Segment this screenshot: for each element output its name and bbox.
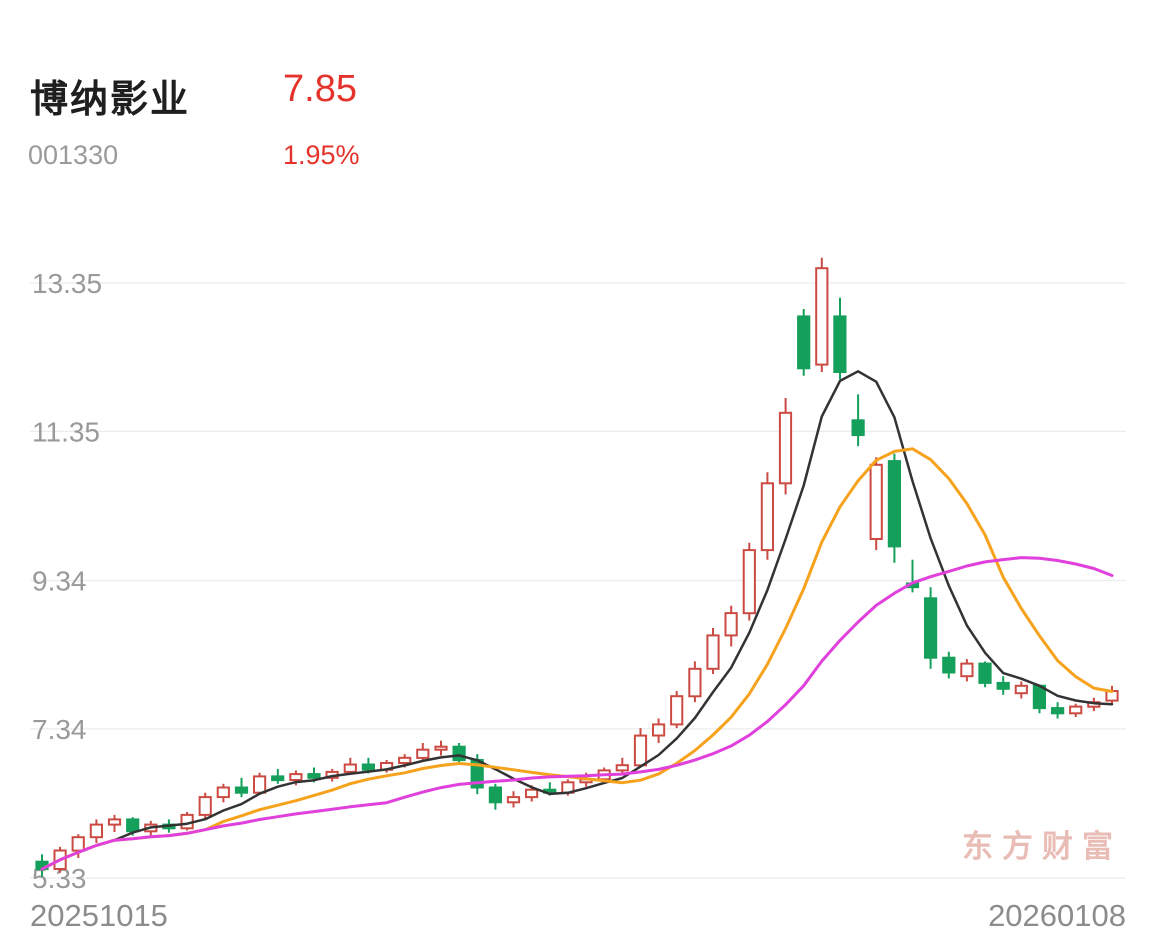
ma-short-line (40, 370, 1114, 871)
candle-body (1051, 707, 1065, 715)
candle-body (126, 818, 140, 833)
stock-name: 博纳影业 (30, 79, 191, 121)
kline-chart[interactable]: 东方财富 13.35 11.35 9.34 7.34 5.33 (30, 255, 1126, 900)
candle-body (869, 463, 883, 540)
candle-body (1014, 684, 1028, 695)
candle-body (960, 662, 974, 678)
candle-body (924, 597, 938, 659)
candle-body (361, 763, 375, 771)
candle-body (216, 786, 230, 799)
candle-body (71, 836, 85, 852)
candle-body (234, 786, 249, 794)
y-axis-tick-label: 7.34 (32, 714, 87, 745)
candle-body (398, 756, 412, 764)
candle-body (942, 656, 956, 674)
candle-body (452, 745, 466, 762)
y-axis-tick-label: 11.35 (32, 416, 100, 447)
candle-body (670, 695, 684, 726)
candle-body (307, 773, 321, 779)
candle-body (633, 734, 648, 767)
candle-body (851, 419, 865, 437)
candle-body (978, 662, 992, 684)
candle-body (253, 775, 267, 794)
stock-code: 001330 (28, 140, 119, 170)
ma-medium-line (40, 447, 1114, 871)
candle-body (198, 796, 212, 816)
candle-body (525, 788, 539, 799)
candle-body (833, 315, 847, 373)
candle-body (652, 723, 666, 737)
candle-body (688, 667, 702, 698)
candle-body (996, 681, 1010, 690)
candle-body (760, 482, 774, 552)
y-axis-tick-label: 9.34 (32, 566, 87, 597)
watermark: 东方财富 (962, 829, 1122, 864)
change-percent: 1.95% (283, 140, 360, 170)
candle-body (615, 764, 629, 772)
candle-body (289, 773, 303, 781)
candle-body (434, 745, 448, 751)
candle-body (488, 786, 502, 804)
x-axis-label-start: 20251015 (30, 898, 168, 933)
candle-body (706, 634, 720, 670)
candle-body (724, 612, 738, 637)
candle-body (778, 411, 793, 485)
candle-body (887, 460, 901, 548)
candle-body (89, 823, 103, 839)
candle-body (107, 818, 122, 826)
y-axis-tick-label: 13.35 (32, 268, 102, 299)
stock-price: 7.85 (283, 68, 357, 110)
candle-body (416, 748, 430, 759)
candle-body (815, 267, 829, 366)
candle-body (1069, 705, 1083, 715)
candle-body (742, 549, 756, 615)
candle-body (343, 763, 357, 773)
x-axis-label-end: 20260108 (988, 898, 1126, 933)
candle-body (797, 315, 811, 370)
candle-body (271, 775, 285, 782)
candle-body (506, 796, 521, 804)
ma-long-line (40, 556, 1114, 871)
